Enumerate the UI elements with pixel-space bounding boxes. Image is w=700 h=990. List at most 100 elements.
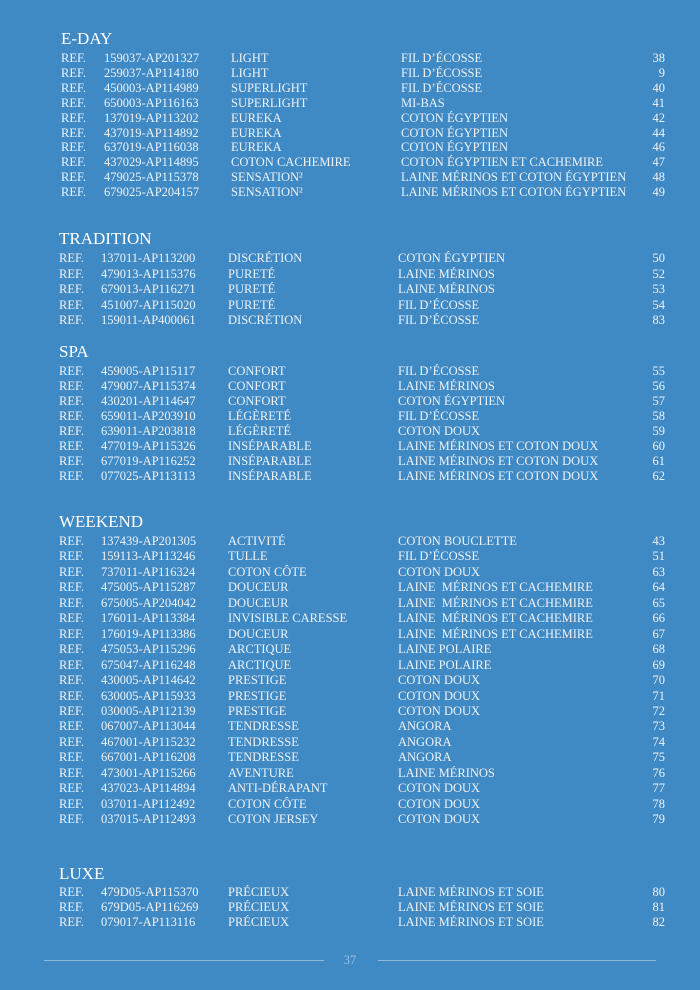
reference-code: 650003-AP116163 <box>104 95 199 110</box>
ref-label: REF. <box>59 885 85 899</box>
catalog-page: 60 <box>652 439 666 453</box>
catalog-page: 54 <box>652 297 666 312</box>
product-name: INVISIBLE CARESSE <box>228 611 348 626</box>
reference-code: 137439-AP201305 <box>101 534 197 548</box>
catalog-page: 53 <box>652 282 666 296</box>
material: LAINE POLAIRE <box>398 642 492 657</box>
ref-label: REF. <box>61 95 87 110</box>
product-name: DISCRÉTION <box>228 313 303 327</box>
reference-code: 430005-AP114642 <box>101 673 196 688</box>
product-name: SENSATION² <box>231 185 303 200</box>
material: LAINE MÉRINOS <box>398 379 495 393</box>
product-name: PRÉCIEUX <box>228 900 290 914</box>
catalog-page: 82 <box>652 915 666 929</box>
reference-code: 159011-AP400061 <box>101 313 196 327</box>
ref-label: REF. <box>59 765 85 780</box>
material: LAINE MÉRINOS ET CACHEMIRE <box>398 580 593 595</box>
ref-label: REF. <box>59 564 85 579</box>
ref-label: REF. <box>59 734 85 749</box>
ref-label: REF. <box>59 394 85 408</box>
material: LAINE MÉRINOS ET COTON ÉGYPTIEN <box>401 170 627 185</box>
material: LAINE MÉRINOS ET CACHEMIRE <box>398 595 593 610</box>
ref-label: REF. <box>59 626 85 641</box>
catalog-page: 81 <box>652 900 666 914</box>
ref-label: REF. <box>59 454 85 468</box>
ref-label: REF. <box>61 51 87 65</box>
reference-code: 630005-AP115933 <box>101 688 196 703</box>
reference-code: 475053-AP115296 <box>101 642 196 657</box>
material: LAINE MÉRINOS ET SOIE <box>398 885 544 899</box>
ref-label: REF. <box>59 549 85 564</box>
catalog-page: 48 <box>652 170 666 185</box>
catalog-page: 74 <box>652 734 666 749</box>
product-name: EUREKA <box>231 110 282 125</box>
product-name: INSÉPARABLE <box>228 454 312 468</box>
reference-code: 077025-AP113113 <box>101 469 196 483</box>
ref-label: REF. <box>59 595 85 610</box>
ref-label: REF. <box>59 703 85 718</box>
catalog-page: 66 <box>652 611 666 626</box>
catalog-page: 47 <box>652 155 666 170</box>
product-name: EUREKA <box>231 125 282 140</box>
reference-code: 677019-AP116252 <box>101 454 196 468</box>
reference-code: 737011-AP116324 <box>101 564 196 579</box>
ref-label: REF. <box>61 125 87 140</box>
catalog-page: 51 <box>652 549 666 564</box>
ref-label: REF. <box>59 282 85 296</box>
catalog-page: 68 <box>652 642 666 657</box>
product-name: ARCTIQUE <box>228 642 292 657</box>
ref-label: REF. <box>59 469 85 483</box>
reference-code: 675005-AP204042 <box>101 595 197 610</box>
material: LAINE MÉRINOS ET COTON DOUX <box>398 439 599 453</box>
catalog-page: 61 <box>652 454 666 468</box>
reference-code: 037011-AP112492 <box>101 796 196 811</box>
ref-label: REF. <box>61 65 87 80</box>
material: LAINE MÉRINOS ET CACHEMIRE <box>398 611 593 626</box>
reference-code: 176019-AP113386 <box>101 626 196 641</box>
reference-code: 667001-AP116208 <box>101 750 196 765</box>
reference-code: 437029-AP114895 <box>104 155 199 170</box>
material: LAINE MÉRINOS <box>398 282 495 296</box>
section-title: LUXE <box>59 864 105 883</box>
catalog-page: 65 <box>652 595 666 610</box>
material: ANGORA <box>398 719 452 734</box>
reference-code: 679025-AP204157 <box>104 185 200 200</box>
catalog-page: 75 <box>652 750 666 765</box>
material: COTON ÉGYPTIEN ET CACHEMIRE <box>401 155 603 170</box>
reference-code: 437023-AP114894 <box>101 781 196 796</box>
material: COTON DOUX <box>398 781 481 796</box>
product-name: INSÉPARABLE <box>228 439 312 453</box>
ref-label: REF. <box>59 812 85 827</box>
material: FIL D’ÉCOSSE <box>398 313 480 327</box>
reference-code: 259037-AP114180 <box>104 65 199 80</box>
material: LAINE MÉRINOS ET COTON DOUX <box>398 454 599 468</box>
product-name: PRÉCIEUX <box>228 885 290 899</box>
product-name: TENDRESSE <box>228 719 299 734</box>
product-name: CONFORT <box>228 364 286 378</box>
ref-label: REF. <box>61 80 87 95</box>
product-name: PRESTIGE <box>228 703 287 718</box>
catalog-page: 64 <box>652 580 666 595</box>
catalog-page: 73 <box>652 719 666 734</box>
product-name: PURETÉ <box>228 282 276 296</box>
material: COTON BOUCLETTE <box>398 534 517 548</box>
reference-code: 475005-AP115287 <box>101 580 196 595</box>
catalog-page: 71 <box>652 688 666 703</box>
product-name: DOUCEUR <box>228 626 289 641</box>
reference-code: 679D05-AP116269 <box>101 900 199 914</box>
material: ANGORA <box>398 750 452 765</box>
catalog-page: 79 <box>652 812 666 827</box>
reference-code: 079017-AP113116 <box>101 915 196 929</box>
material: COTON ÉGYPTIEN <box>398 394 506 408</box>
catalog-page: 50 <box>652 251 666 265</box>
product-name: ARCTIQUE <box>228 657 292 672</box>
ref-label: REF. <box>61 170 87 185</box>
reference-code: 659011-AP203910 <box>101 409 196 423</box>
product-name: TENDRESSE <box>228 750 299 765</box>
catalog-page: 63 <box>652 564 666 579</box>
ref-label: REF. <box>59 379 85 393</box>
material: FIL D’ÉCOSSE <box>398 364 480 378</box>
catalog-page: 42 <box>652 110 666 125</box>
material: COTON DOUX <box>398 796 481 811</box>
